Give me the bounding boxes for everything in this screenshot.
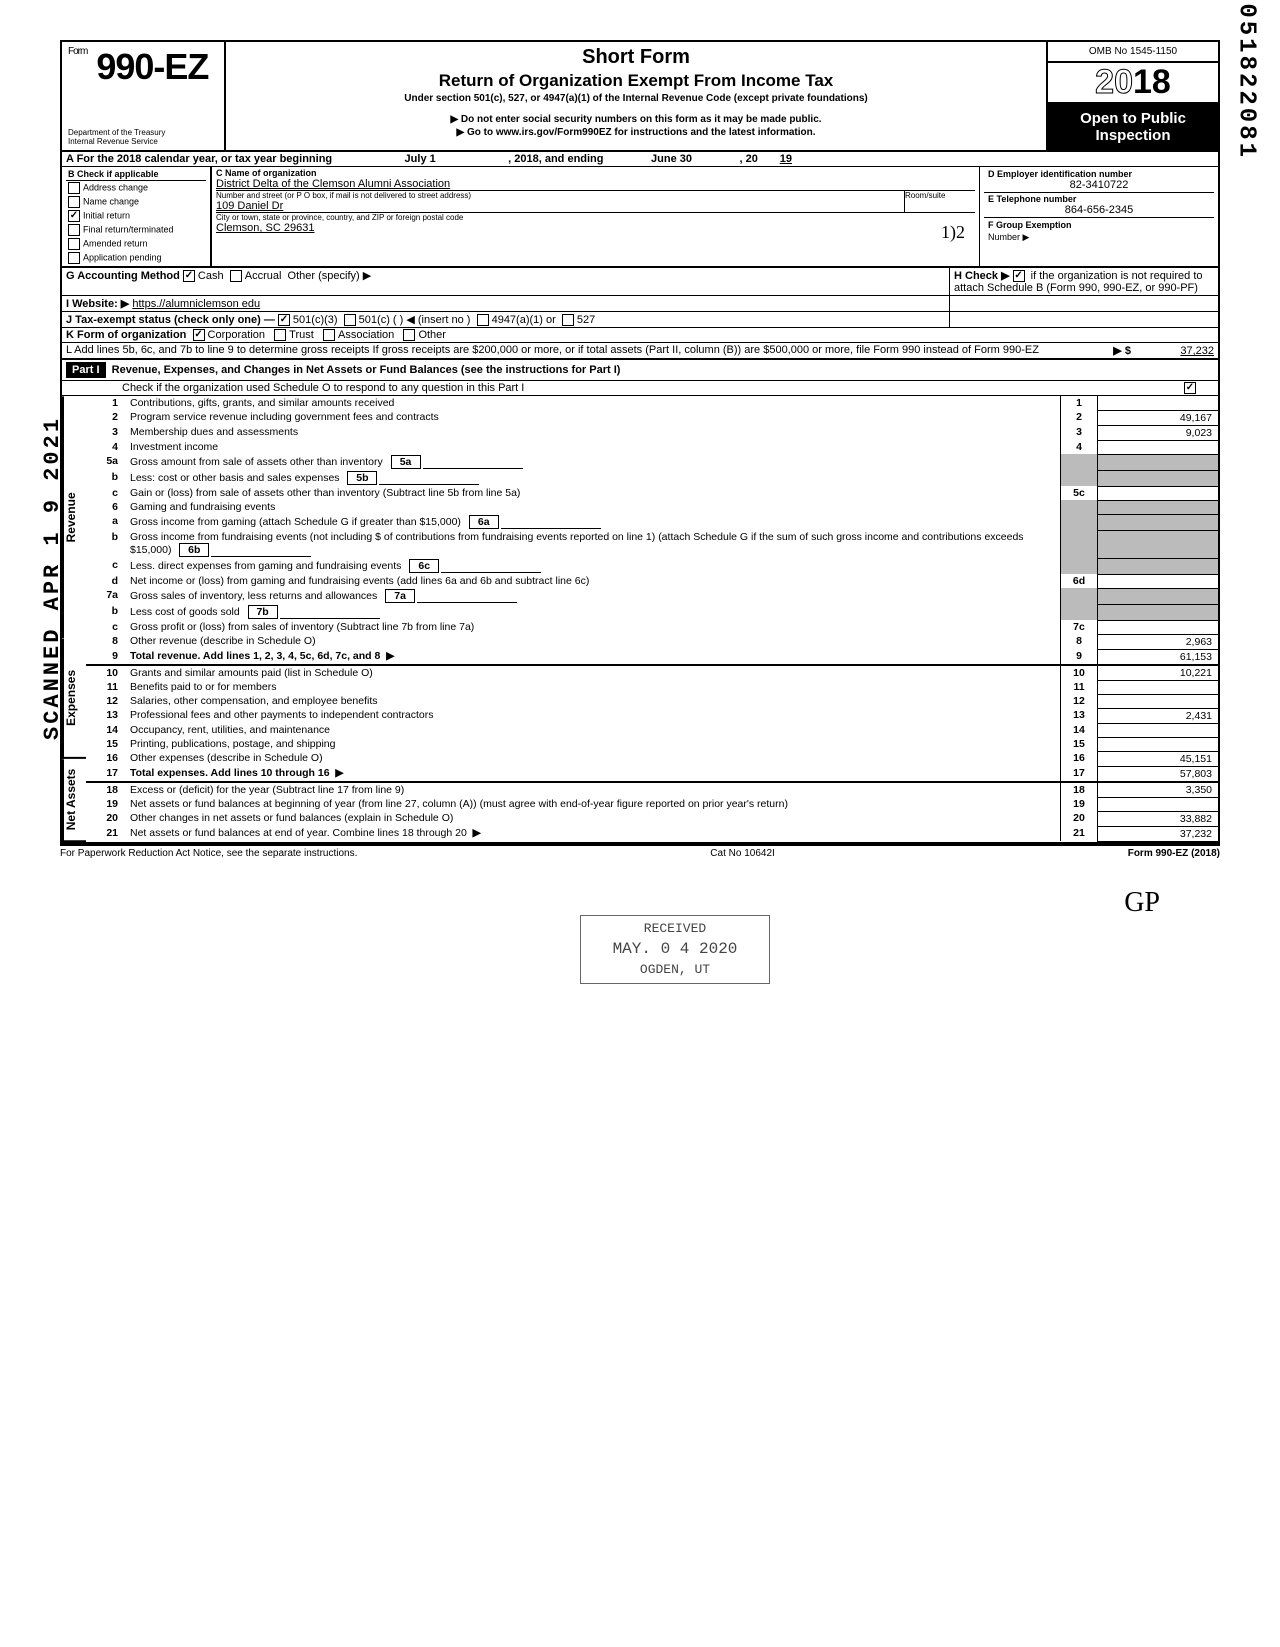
open-public: Open to Public xyxy=(1050,110,1216,127)
label-c: C Name of organization xyxy=(216,168,975,178)
line-l-text: L Add lines 5b, 6c, and 7b to line 9 to … xyxy=(66,344,1039,356)
year-suffix: 18 xyxy=(1133,63,1171,101)
line-i-label: I Website: ▶ xyxy=(66,298,129,310)
checkb-4[interactable] xyxy=(68,238,80,250)
period-end-prefix: , 20 xyxy=(736,152,762,166)
period-end: June 30 xyxy=(608,152,736,166)
received-loc: OGDEN, UT xyxy=(585,961,765,979)
website: https.//alumniclemson edu xyxy=(132,298,260,310)
insert-label: ) ◀ (insert no ) xyxy=(400,314,471,326)
period-mid: , 2018, and ending xyxy=(504,152,607,166)
other-label: Other (specify) ▶ xyxy=(288,270,372,282)
footer-left: For Paperwork Reduction Act Notice, see … xyxy=(60,848,357,859)
org-city: Clemson, SC 29631 xyxy=(216,222,941,243)
title-return: Return of Organization Exempt From Incom… xyxy=(236,71,1036,91)
line-g-label: G Accounting Method xyxy=(66,270,180,282)
527-label: 527 xyxy=(577,314,595,326)
part1-checkbox[interactable]: ✓ xyxy=(1184,382,1196,394)
line-a-label: A For the 2018 calendar year, or tax yea… xyxy=(62,152,336,166)
line-l-amount: 37,232 xyxy=(1134,345,1214,357)
org-street: 109 Daniel Dr xyxy=(216,200,904,212)
title-short-form: Short Form xyxy=(236,46,1036,69)
checkb-0[interactable] xyxy=(68,182,80,194)
checkb-2[interactable]: ✓ xyxy=(68,210,80,222)
org-phone: 864-656-2345 xyxy=(988,204,1210,216)
other-org-checkbox[interactable] xyxy=(403,329,415,341)
period-end-year: 19 xyxy=(762,152,810,166)
501c-label: 501(c) ( xyxy=(359,314,397,326)
instructions-link: ▶ Go to www.irs.gov/Form990EZ for instru… xyxy=(236,127,1036,138)
subtitle: Under section 501(c), 527, or 4947(a)(1)… xyxy=(236,93,1036,104)
hand-room: 1)2 xyxy=(941,222,965,243)
checkb-3[interactable] xyxy=(68,224,80,236)
dept-treasury: Department of the Treasury xyxy=(68,128,218,137)
received-head: RECEIVED xyxy=(585,920,765,938)
form-prefix: Form xyxy=(68,46,87,57)
trust-checkbox[interactable] xyxy=(274,329,286,341)
4947-checkbox[interactable] xyxy=(477,314,489,326)
label-f: F Group Exemption xyxy=(988,220,1072,230)
period-begin: July 1 xyxy=(336,152,504,166)
corp-checkbox[interactable]: ✓ xyxy=(193,329,205,341)
assoc-checkbox[interactable] xyxy=(323,329,335,341)
other-org-label: Other xyxy=(418,329,446,341)
side-netassets: Net Assets xyxy=(62,759,86,842)
year-prefix: 20 xyxy=(1095,63,1133,101)
city-label: City or town, state or province, country… xyxy=(216,213,975,222)
corp-label: Corporation xyxy=(208,329,265,341)
checkb-5[interactable] xyxy=(68,252,80,264)
room-label: Room/suite xyxy=(905,191,975,212)
cash-label: Cash xyxy=(198,270,224,282)
label-e: E Telephone number xyxy=(988,194,1210,204)
check-b-header: B Check if applicable xyxy=(66,168,206,181)
checkb-1[interactable] xyxy=(68,196,80,208)
label-d: D Employer identification number xyxy=(988,169,1210,179)
omb-number: OMB No 1545-1150 xyxy=(1048,42,1218,63)
street-label: Number and street (or P O box, if mail i… xyxy=(216,191,904,200)
501c3-checkbox[interactable]: ✓ xyxy=(278,314,290,326)
ssn-warning: ▶ Do not enter social security numbers o… xyxy=(236,114,1036,125)
hand-initials: GP xyxy=(1124,887,1160,919)
footer-right: Form 990-EZ (2018) xyxy=(1128,848,1220,859)
cash-checkbox[interactable]: ✓ xyxy=(183,270,195,282)
form-number: 990-EZ xyxy=(96,46,208,87)
received-date: MAY. 0 4 2020 xyxy=(585,938,765,960)
line-k-label: K Form of organization xyxy=(66,329,186,341)
lines-table: 1 Contributions, gifts, grants, and simi… xyxy=(86,396,1218,842)
side-revenue: Revenue xyxy=(62,396,86,638)
dept-irs: Internal Revenue Service xyxy=(68,137,218,146)
dln-stamp: 29492051822081 xyxy=(1233,0,1260,160)
trust-label: Trust xyxy=(289,329,314,341)
h-checkbox[interactable]: ✓ xyxy=(1013,270,1025,282)
line-j-label: J Tax-exempt status (check only one) — xyxy=(66,314,275,326)
4947-label: 4947(a)(1) or xyxy=(492,314,556,326)
assoc-label: Association xyxy=(338,329,394,341)
received-stamp: RECEIVED MAY. 0 4 2020 OGDEN, UT xyxy=(580,915,770,984)
inspection: Inspection xyxy=(1050,127,1216,144)
footer-mid: Cat No 10642I xyxy=(710,848,775,859)
527-checkbox[interactable] xyxy=(562,314,574,326)
org-name: District Delta of the Clemson Alumni Ass… xyxy=(216,178,975,190)
org-ein: 82-3410722 xyxy=(988,179,1210,191)
side-expenses: Expenses xyxy=(62,639,86,759)
part1-badge: Part I xyxy=(66,362,106,378)
label-f2: Number ▶ xyxy=(988,232,1029,242)
part1-checkline: Check if the organization used Schedule … xyxy=(62,381,1180,395)
501c-checkbox[interactable] xyxy=(344,314,356,326)
part1-heading: Revenue, Expenses, and Changes in Net As… xyxy=(112,364,621,376)
line-h-label: H Check ▶ xyxy=(954,270,1010,282)
accrual-label: Accrual xyxy=(245,270,282,282)
accrual-checkbox[interactable] xyxy=(230,270,242,282)
line-l-arrow: ▶ $ xyxy=(1113,345,1131,357)
form-990ez: Form 990-EZ Department of the Treasury I… xyxy=(60,40,1220,846)
501c3-label: 501(c)(3) xyxy=(293,314,338,326)
